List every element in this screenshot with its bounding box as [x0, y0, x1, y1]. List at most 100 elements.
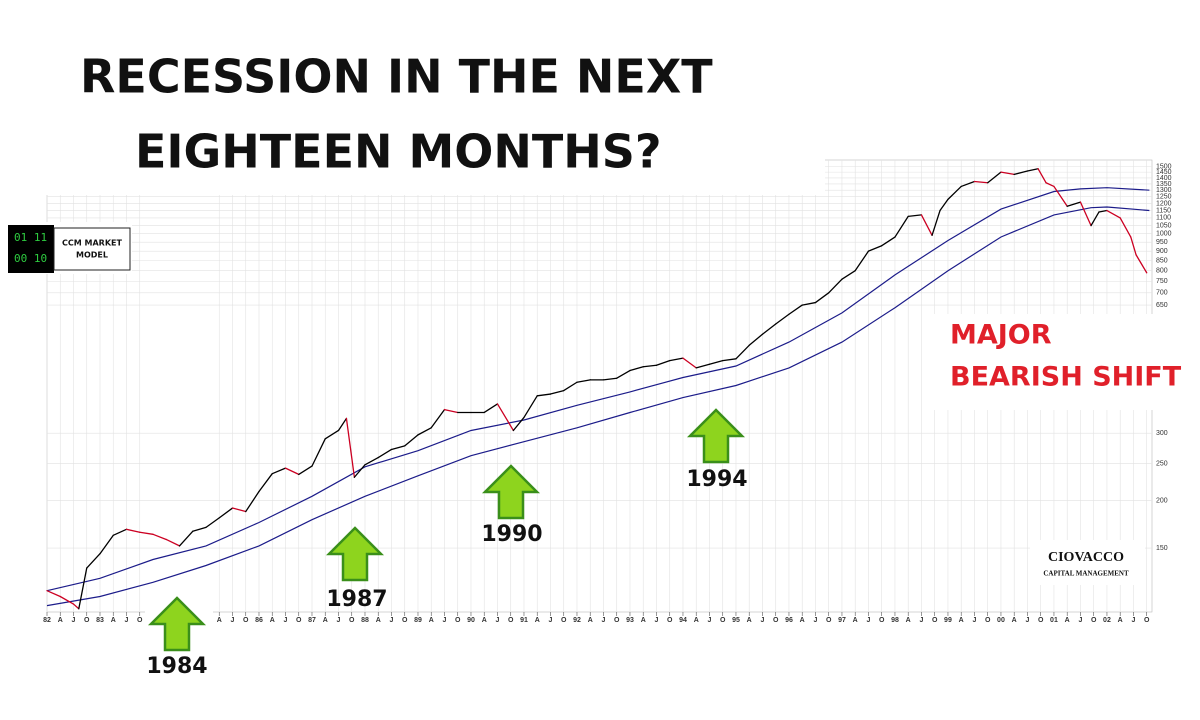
- x-tick-label: J: [125, 617, 129, 624]
- model-label: MODEL: [76, 251, 108, 260]
- x-tick-label: J: [708, 617, 712, 624]
- title-backdrop: [0, 0, 1200, 158]
- x-tick-label: O: [84, 617, 90, 624]
- y-tick-label: 1450: [1156, 169, 1172, 176]
- x-tick-label: O: [932, 617, 938, 624]
- up-arrow: [481, 464, 541, 520]
- logo-backdrop: [1030, 540, 1145, 585]
- price-segment: [642, 364, 658, 368]
- y-tick-label: 300: [1156, 430, 1168, 437]
- price-segment: [576, 379, 591, 383]
- x-tick-label: J: [1131, 617, 1135, 624]
- price-segment: [231, 507, 247, 513]
- price-segment: [377, 448, 393, 459]
- x-tick-label: A: [535, 617, 540, 624]
- x-tick-label: A: [111, 617, 116, 624]
- x-tick-label: 91: [520, 617, 528, 624]
- y-tick-label: 1200: [1156, 200, 1172, 207]
- price-segment: [483, 403, 499, 414]
- moving-average: [46, 206, 1150, 607]
- x-tick-label: O: [773, 617, 779, 624]
- y-tick-label: 700: [1156, 290, 1168, 297]
- x-tick-label: A: [429, 617, 434, 624]
- price-segment: [1079, 201, 1092, 227]
- price-segment: [1119, 217, 1132, 238]
- x-tick-label: J: [761, 617, 765, 624]
- price-segment: [258, 473, 273, 493]
- x-tick-label: A: [58, 617, 63, 624]
- x-tick-label: O: [1144, 617, 1150, 624]
- price-segment: [1045, 182, 1055, 188]
- price-segment: [523, 395, 538, 419]
- x-tick-label: O: [879, 617, 885, 624]
- x-tick-label: J: [443, 617, 447, 624]
- price-segment: [947, 185, 962, 201]
- price-segment: [655, 359, 671, 366]
- price-segment: [430, 408, 446, 429]
- plot: [46, 168, 1150, 610]
- y-tick-label: 150: [1156, 545, 1168, 552]
- chart-title: RECESSION IN THE NEXT: [80, 50, 713, 104]
- y-tick-label: 950: [1156, 239, 1168, 246]
- price-segment: [345, 417, 356, 478]
- price-segment: [496, 403, 515, 432]
- y-tick-label: 1050: [1156, 222, 1172, 229]
- x-tick-label: O: [1091, 617, 1097, 624]
- y-tick-label: 1250: [1156, 194, 1172, 201]
- price-segment: [139, 531, 154, 535]
- y-tick-label: 800: [1156, 268, 1168, 275]
- price-segment: [1037, 168, 1047, 184]
- y-tick-label: 1150: [1156, 207, 1171, 214]
- price-segment: [99, 534, 114, 555]
- price-segment: [987, 171, 1002, 184]
- price-segment: [788, 304, 803, 315]
- annotation: 1987: [326, 587, 387, 612]
- price-segment: [973, 180, 989, 184]
- price-segment: [245, 490, 260, 513]
- price-segment: [748, 333, 764, 346]
- x-tick-label: O: [1038, 617, 1044, 624]
- x-tick-label: A: [1118, 617, 1123, 624]
- price-segment: [311, 438, 326, 467]
- x-tick-label: 94: [679, 617, 687, 624]
- x-tick-label: 00: [997, 617, 1005, 624]
- x-tick-label: O: [508, 617, 514, 624]
- x-tick-label: J: [1079, 617, 1083, 624]
- price-segment: [881, 236, 896, 247]
- x-tick-label: O: [614, 617, 620, 624]
- price-segment: [775, 313, 790, 325]
- x-tick-label: J: [1026, 617, 1030, 624]
- price-segment: [218, 507, 234, 519]
- price-segment: [931, 209, 941, 237]
- price-segment: [828, 278, 843, 294]
- price-segment: [920, 214, 933, 237]
- price-segment: [165, 538, 181, 547]
- x-tick-label: 98: [891, 617, 899, 624]
- x-tick-label: 01: [1050, 617, 1058, 624]
- price-segment: [1130, 236, 1137, 256]
- price-segment: [59, 595, 75, 605]
- x-tick-label: A: [694, 617, 699, 624]
- x-tick-label: O: [349, 617, 355, 624]
- x-tick-label: 82: [43, 617, 51, 624]
- price-segment: [78, 567, 88, 610]
- x-tick-label: 90: [467, 617, 475, 624]
- price-segment: [324, 429, 340, 440]
- model-icon: [8, 225, 54, 273]
- x-tick-label: A: [800, 617, 805, 624]
- annotation: 1994: [686, 467, 747, 492]
- price-segment: [72, 603, 80, 610]
- x-tick-label: 95: [732, 617, 740, 624]
- x-tick-label: J: [337, 617, 341, 624]
- price-segment: [1000, 171, 1015, 176]
- x-tick-label: O: [826, 617, 832, 624]
- x-tick-label: J: [973, 617, 977, 624]
- price-segment: [894, 215, 909, 238]
- annotation: 1990: [481, 522, 542, 547]
- price-segment: [960, 180, 976, 188]
- up-arrow: [686, 408, 746, 464]
- x-tick-label: A: [1012, 617, 1017, 624]
- price-segment: [112, 528, 128, 536]
- price-segment: [735, 344, 750, 360]
- x-tick-label: A: [853, 617, 858, 624]
